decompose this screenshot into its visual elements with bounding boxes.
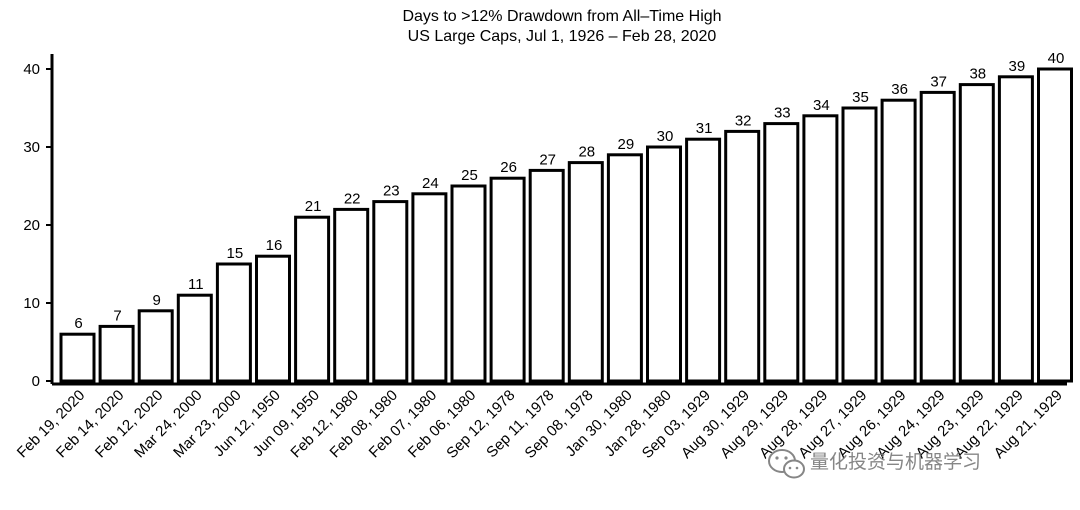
bar	[646, 145, 682, 383]
bar-value-label: 40	[1048, 50, 1065, 67]
chart-title: Days to >12% Drawdown from All–Time High	[402, 8, 721, 25]
bar	[724, 129, 761, 383]
bar-value-label: 11	[188, 276, 204, 293]
bar-value-labels: 6 7 9 11 15 16 21 22 23 24 25 26 27 28 29 30 31 32 33 34 35 3…	[74, 50, 1064, 332]
bar	[176, 293, 213, 383]
bar-value-label: 24	[422, 175, 439, 192]
bar-value-label: 22	[344, 190, 361, 207]
bar-value-label: 38	[969, 66, 986, 83]
bar-value-label: 27	[539, 151, 556, 168]
bar	[958, 83, 995, 383]
bar	[372, 200, 409, 383]
bar-value-label: 30	[657, 128, 674, 145]
bar-value-label: 32	[735, 112, 752, 129]
watermark: 量化投资与机器学习	[768, 449, 981, 479]
bar	[137, 309, 174, 383]
bar-value-label: 31	[696, 120, 713, 137]
bar-value-label: 9	[153, 292, 161, 309]
bar-value-label: 34	[813, 97, 830, 114]
chart-subtitle: US Large Caps, Jul 1, 1926 – Feb 28, 202…	[408, 28, 717, 45]
bar	[685, 137, 722, 383]
bar-value-label: 35	[852, 89, 869, 106]
y-tick-label: 20	[23, 217, 40, 234]
bar	[997, 75, 1034, 383]
bar	[567, 161, 604, 383]
bar-value-label: 33	[774, 105, 791, 122]
bar	[411, 192, 448, 383]
bar	[333, 207, 370, 383]
bar	[919, 90, 956, 383]
bar-value-label: 21	[305, 198, 322, 215]
bar	[606, 153, 643, 383]
bar	[1037, 67, 1073, 383]
bar	[763, 122, 800, 383]
bar-value-label: 26	[500, 159, 517, 176]
bar	[802, 114, 839, 383]
watermark-text: 量化投资与机器学习	[810, 451, 981, 473]
bar	[98, 324, 135, 383]
bar-value-label: 29	[618, 136, 635, 153]
bar-value-label: 6	[74, 315, 82, 332]
bar	[255, 254, 291, 383]
bar-value-label: 15	[227, 245, 244, 262]
y-axis-ticks: 0 10 20 30 40	[23, 61, 52, 390]
bar-value-label: 25	[461, 167, 478, 184]
y-tick-label: 0	[32, 373, 40, 390]
bar-value-label: 36	[891, 81, 908, 98]
y-tick-label: 30	[23, 139, 40, 156]
wechat-icon	[768, 449, 805, 479]
bar-value-label: 16	[266, 237, 283, 254]
x-tick-label: Aug 21, 1929	[991, 387, 1066, 462]
bar-value-label: 7	[113, 307, 121, 324]
bar	[528, 168, 565, 383]
bar	[215, 262, 252, 383]
bar	[841, 106, 878, 383]
bar	[489, 176, 526, 383]
bar	[59, 332, 96, 383]
bar-value-label: 23	[383, 183, 400, 200]
bar	[450, 184, 487, 383]
y-tick-label: 40	[23, 61, 40, 78]
bars-group	[59, 67, 1073, 383]
y-tick-label: 10	[23, 295, 40, 312]
bar-value-label: 28	[578, 144, 595, 161]
bar	[294, 215, 331, 383]
bar-value-label: 37	[930, 73, 947, 90]
bar-value-label: 39	[1009, 58, 1026, 75]
bar	[880, 98, 917, 383]
